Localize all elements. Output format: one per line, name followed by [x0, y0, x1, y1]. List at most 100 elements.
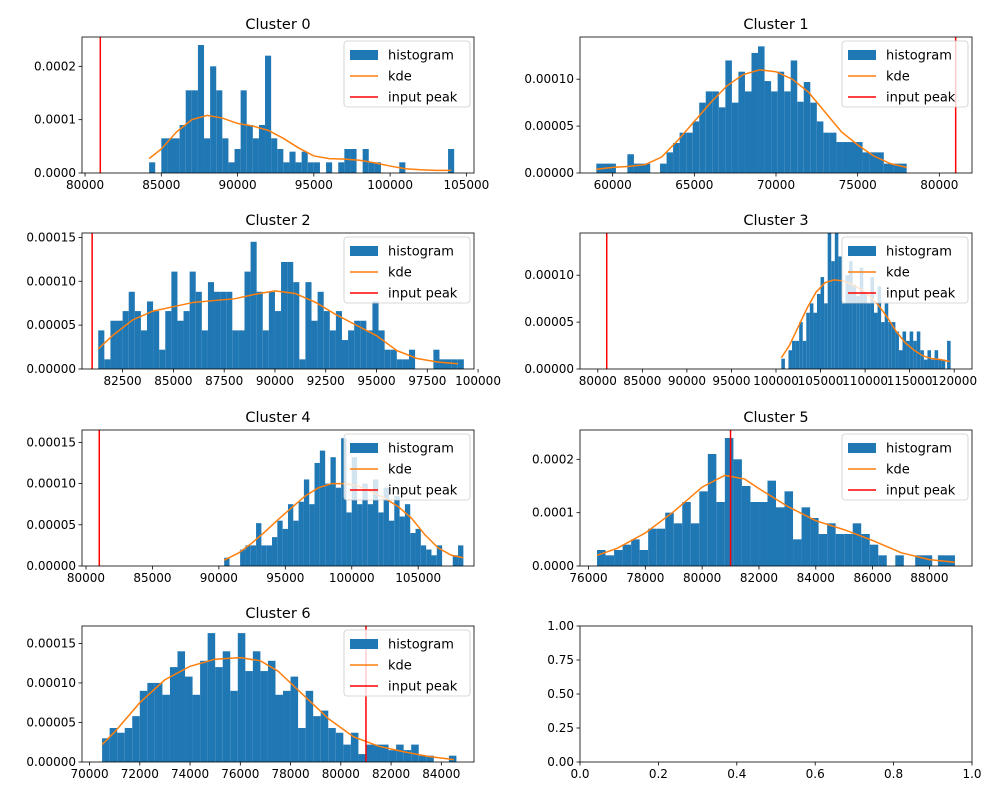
- histogram-bar: [777, 71, 785, 173]
- histogram-bar: [827, 233, 832, 369]
- histogram-bar: [328, 728, 336, 762]
- histogram-bar: [870, 277, 874, 369]
- histogram-bar: [378, 330, 385, 369]
- histogram-bar: [947, 340, 951, 369]
- histogram-bar: [712, 91, 719, 173]
- histogram-bar: [845, 275, 850, 369]
- histogram-bar: [452, 555, 459, 566]
- histogram-bar: [883, 163, 894, 173]
- histogram-bar: [639, 550, 649, 566]
- histogram-bar: [415, 528, 421, 566]
- histogram-bar: [767, 480, 776, 566]
- kde-line: [97, 290, 458, 365]
- y-tick-label: 0.00010: [524, 72, 574, 86]
- histogram-bar: [293, 282, 300, 369]
- histogram-bar: [350, 149, 357, 173]
- x-tick-label: 82000: [740, 571, 778, 585]
- y-tick-label: 0.0001: [532, 506, 574, 520]
- histogram-bar: [153, 311, 160, 369]
- histogram-bar: [260, 671, 268, 762]
- histogram-bar: [874, 312, 878, 369]
- histogram-bar: [365, 744, 374, 762]
- histogram-bar: [869, 152, 884, 173]
- kde-line: [596, 474, 956, 564]
- y-tick-label: 0.0000: [34, 166, 76, 180]
- histogram-bar: [852, 284, 857, 369]
- histogram-bar: [319, 450, 326, 566]
- histogram-bar: [457, 359, 464, 369]
- y-tick-label: 1.00: [547, 619, 574, 633]
- y-tick-label: 0.0002: [532, 452, 574, 466]
- histogram-bar: [920, 350, 924, 369]
- histogram-bar: [373, 744, 382, 762]
- axes-frame: [81, 429, 475, 567]
- histogram-bar: [237, 633, 246, 762]
- subplot-title: Cluster 6: [245, 606, 310, 622]
- histogram-bar: [844, 534, 853, 566]
- histogram-bar: [274, 311, 282, 369]
- histogram-bar: [426, 549, 432, 566]
- histogram-bar: [338, 162, 345, 173]
- histogram-bar: [192, 694, 201, 762]
- histogram-bar: [699, 491, 708, 566]
- subplot-title: Cluster 1: [743, 17, 808, 33]
- histogram-bar: [244, 271, 251, 369]
- histogram-bar: [795, 340, 800, 369]
- y-tick-label: 0.00: [547, 755, 574, 769]
- histogram-bar: [313, 162, 320, 173]
- histogram-bar: [750, 502, 759, 566]
- histogram-bar: [313, 716, 321, 762]
- histogram-bar: [426, 755, 434, 762]
- histogram-bar: [869, 544, 879, 566]
- subplot-0: 80000 85000 90000 95000 100000 105000 0.0000 0.…: [34, 17, 489, 192]
- x-tick-label: 0.6: [806, 767, 825, 781]
- histogram-bar: [758, 502, 768, 566]
- histogram-bar: [938, 359, 942, 369]
- subplot-title: Cluster 3: [743, 213, 808, 229]
- plot-area-5: [596, 430, 956, 566]
- legend-label-histogram: histogram: [388, 442, 454, 457]
- histogram-bar: [799, 322, 803, 369]
- histogram-bar: [307, 162, 314, 173]
- histogram-bar: [614, 550, 623, 566]
- x-tick-label: 80000: [579, 374, 617, 388]
- histogram-bar: [859, 267, 864, 369]
- histogram-bar: [354, 320, 361, 369]
- histogram-bar: [813, 312, 817, 369]
- histogram-bar: [245, 545, 251, 566]
- histogram-bar: [293, 520, 299, 566]
- histogram-bar: [842, 142, 863, 173]
- histogram-bar: [238, 330, 245, 369]
- x-tick-label: 76000: [569, 571, 607, 585]
- histogram-bar: [823, 132, 830, 173]
- legend: histogram kde input peak: [343, 236, 471, 304]
- histogram-bar: [350, 732, 359, 762]
- histogram-bar: [287, 504, 294, 566]
- x-tick-label: 95000: [295, 178, 333, 192]
- histogram-bar: [784, 491, 794, 566]
- histogram-bar: [388, 520, 395, 566]
- histogram-bar: [311, 320, 318, 369]
- histogram-bar: [627, 154, 634, 173]
- histogram-bar: [741, 486, 751, 566]
- histogram-bar: [682, 502, 691, 566]
- y-tick-label: 0.00005: [26, 318, 76, 332]
- histogram-bar: [665, 512, 674, 566]
- histogram-bar: [931, 359, 935, 369]
- histogram-bar: [360, 320, 367, 369]
- histogram-bar: [149, 162, 156, 173]
- histogram-bar: [169, 667, 178, 762]
- y-tick-label: 0.00000: [524, 166, 574, 180]
- histogram-bar: [690, 523, 700, 566]
- y-tick-label: 0.75: [547, 653, 574, 667]
- subplot-title: Cluster 2: [245, 213, 310, 229]
- legend-label-histogram: histogram: [388, 638, 454, 653]
- x-tick-label: 80000: [67, 571, 105, 585]
- histogram-bar: [831, 261, 835, 369]
- histogram-bar: [436, 545, 443, 566]
- axes-frame: [81, 625, 475, 763]
- histogram-bar: [325, 483, 331, 566]
- histogram-bar: [410, 533, 416, 566]
- legend-label-input-peak: input peak: [388, 287, 458, 302]
